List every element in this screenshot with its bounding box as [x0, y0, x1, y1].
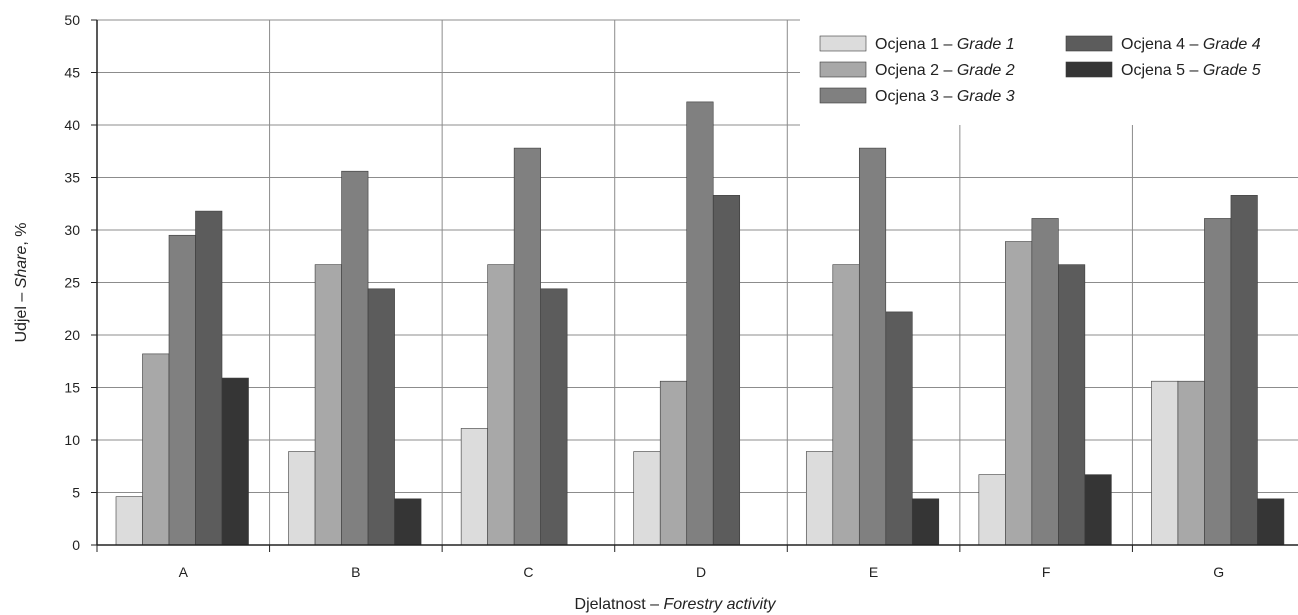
- bar-G-series-2: [1177, 380, 1205, 546]
- x-tick-label-G: G: [1213, 564, 1224, 580]
- y-tick-label: 35: [64, 170, 80, 186]
- bar-G-series-5: [1257, 498, 1285, 546]
- axes-layer: 0 5 10 15 20 25 30 35 40 45 50 A B C D E F G: [64, 12, 1298, 580]
- y-axis-title: Udjel – Share, %: [13, 222, 30, 342]
- bar-G-series-4: [1230, 195, 1258, 546]
- bars-layer: [115, 101, 1285, 546]
- bar-A-series-1: [115, 496, 143, 546]
- x-axis-title: Djelatnost – Forestry activity: [575, 596, 777, 613]
- y-tick-label: 40: [64, 117, 80, 133]
- bar-D-series-2: [659, 380, 688, 546]
- bar-E-series-2: [832, 264, 860, 546]
- x-tick-label-A: A: [179, 564, 189, 580]
- bar-E-series-5: [911, 498, 940, 546]
- y-tick-label: 15: [64, 380, 80, 396]
- legend-swatch-5: [1065, 61, 1113, 78]
- bar-D-series-4: [712, 195, 741, 546]
- bar-B-series-1: [288, 451, 316, 546]
- bar-E-series-3: [858, 147, 887, 546]
- legend: Ocjena 1 – Grade 1 Ocjena 2 – Grade 2 Ocje…: [819, 35, 1261, 105]
- y-tick-label: 30: [64, 222, 80, 238]
- x-tick-label-F: F: [1042, 564, 1051, 580]
- bar-C-series-2: [487, 264, 515, 546]
- bar-A-series-3: [168, 234, 196, 546]
- x-tick-label-B: B: [351, 564, 360, 580]
- bar-F-series-2: [1005, 241, 1033, 546]
- legend-swatch-1: [819, 35, 867, 52]
- bar-C-series-4: [540, 288, 568, 546]
- y-tick-label: 45: [64, 65, 80, 81]
- y-tick-label: 50: [64, 12, 80, 28]
- bar-G-series-1: [1151, 380, 1179, 546]
- bar-E-series-1: [805, 451, 834, 546]
- bar-F-series-3: [1031, 218, 1059, 546]
- bar-D-series-1: [633, 451, 661, 546]
- bar-B-series-3: [341, 170, 369, 546]
- bar-F-series-4: [1058, 264, 1086, 546]
- bar-D-series-3: [686, 101, 714, 546]
- x-tick-label-D: D: [696, 564, 706, 580]
- legend-label-3: Ocjena 3 – Grade 3: [875, 88, 1015, 105]
- x-tick-label-E: E: [869, 564, 878, 580]
- bar-A-series-2: [142, 353, 170, 546]
- x-tick-label-C: C: [523, 564, 533, 580]
- y-tick-label: 10: [64, 432, 80, 448]
- legend-label-2: Ocjena 2 – Grade 2: [875, 62, 1015, 79]
- legend-swatch-3: [819, 87, 867, 104]
- bar-B-series-2: [314, 264, 342, 546]
- bar-F-series-5: [1084, 474, 1112, 546]
- legend-label-1: Ocjena 1 – Grade 1: [875, 36, 1015, 53]
- bar-A-series-5: [221, 377, 249, 546]
- bar-B-series-5: [394, 498, 422, 546]
- y-tick-label: 25: [64, 275, 80, 291]
- bar-G-series-3: [1204, 218, 1232, 546]
- bar-F-series-1: [978, 474, 1006, 546]
- bar-B-series-4: [367, 288, 395, 546]
- legend-label-4: Ocjena 4 – Grade 4: [1121, 36, 1261, 53]
- bar-E-series-4: [885, 311, 913, 546]
- legend-swatch-2: [819, 61, 867, 78]
- legend-swatch-4: [1065, 35, 1113, 52]
- y-tick-label: 0: [72, 537, 80, 553]
- bar-A-series-4: [195, 210, 223, 546]
- bar-C-series-1: [460, 428, 488, 546]
- y-tick-label: 20: [64, 327, 80, 343]
- legend-label-5: Ocjena 5 – Grade 5: [1121, 62, 1261, 79]
- y-tick-label: 5: [72, 485, 80, 501]
- bar-C-series-3: [513, 147, 541, 546]
